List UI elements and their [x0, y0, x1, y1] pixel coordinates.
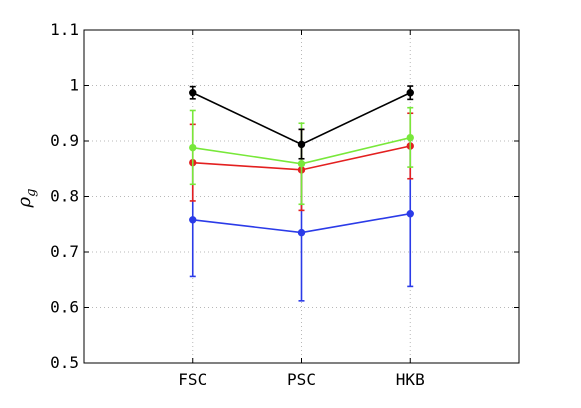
x-tick-label: PSC	[287, 370, 316, 389]
x-tick-label: FSC	[178, 370, 207, 389]
y-axis-label: ρg	[14, 189, 39, 209]
x-tick-label: HKB	[396, 370, 425, 389]
data-point	[297, 160, 306, 168]
axis-ticks	[84, 29, 519, 364]
y-tick-label: 0.5	[50, 353, 79, 372]
data-point	[297, 228, 306, 237]
data-point	[297, 140, 306, 149]
data-point	[189, 143, 197, 152]
data-point	[406, 133, 414, 142]
data-point	[189, 89, 197, 97]
series-layer	[189, 85, 414, 302]
y-tick-label: 0.9	[50, 131, 79, 150]
y-tick-label: 1.1	[50, 20, 79, 39]
y-tick-label: 1	[69, 76, 79, 95]
y-tick-label: 0.7	[50, 242, 79, 261]
data-point	[406, 210, 414, 218]
data-point	[189, 216, 197, 224]
series-4	[189, 85, 414, 160]
y-tick-label: 0.8	[50, 187, 79, 206]
tick-labels: 0.5 0.6 0.7 0.8 0.9 1 1.1 FSC PSC HKB	[50, 20, 425, 389]
y-axis-label-subscript: g	[24, 189, 39, 197]
data-point	[406, 89, 414, 97]
grid	[84, 30, 519, 363]
y-tick-label: 0.6	[50, 298, 79, 317]
y-axis-label-symbol: ρ	[14, 196, 35, 208]
